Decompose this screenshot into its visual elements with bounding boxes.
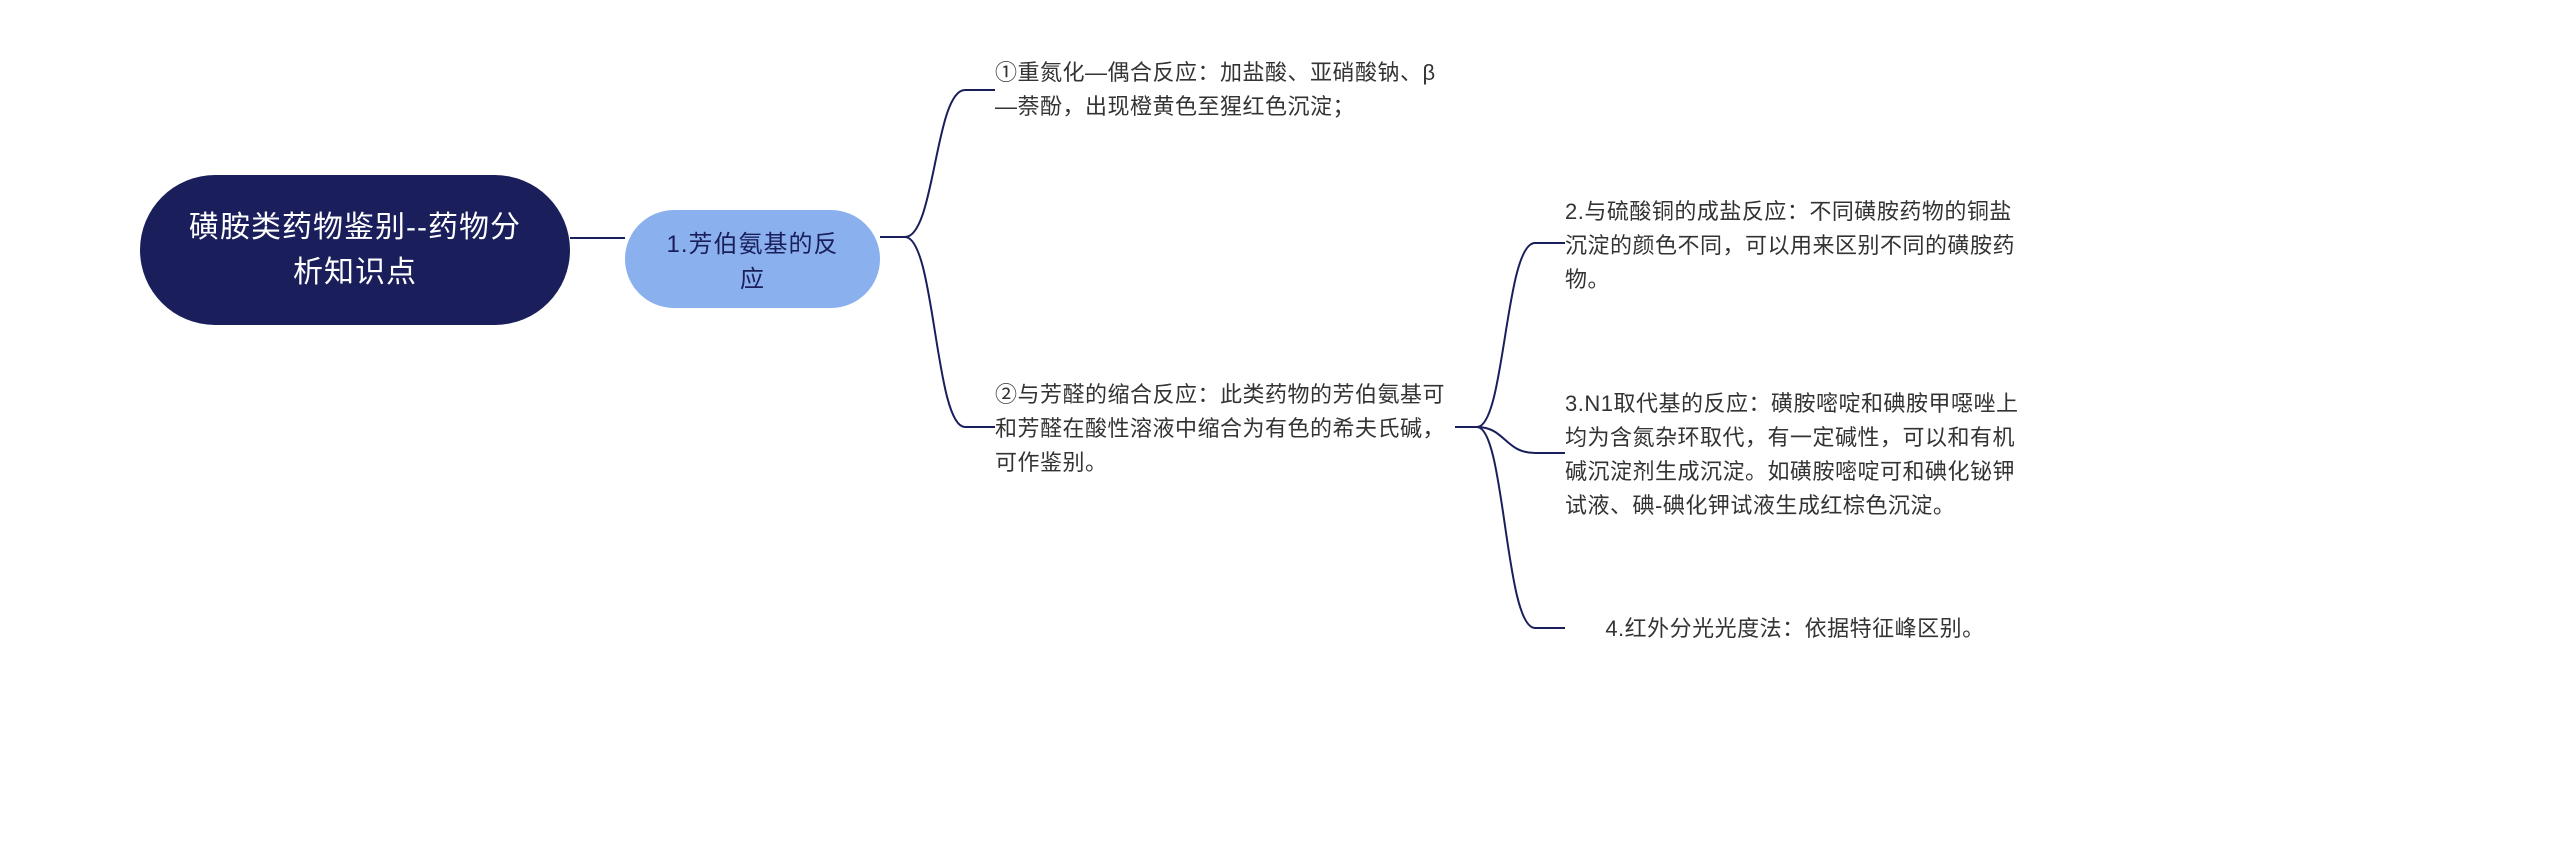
leaf-a-0: ①重氮化—偶合反应：加盐酸、亚硝酸钠、β—萘酚，出现橙黄色至猩红色沉淀； <box>995 55 1455 125</box>
leaf-b-2: 4.红外分光光度法：依据特征峰区别。 <box>1565 612 2025 647</box>
level1-node: 1.芳伯氨基的反应 <box>625 210 880 308</box>
connector-groupA2-groupB <box>1455 230 1565 640</box>
connector-l1-groupA <box>880 80 995 440</box>
leaf-b-0: 2.与硫酸铜的成盐反应：不同磺胺药物的铜盐沉淀的颜色不同，可以用来区别不同的磺胺… <box>1565 195 2025 297</box>
mindmap-canvas: 磺胺类药物鉴别--药物分析知识点 1.芳伯氨基的反应 ①重氮化—偶合反应：加盐酸… <box>0 0 2560 854</box>
connector-root-l1 <box>570 237 625 239</box>
leaf-b-1: 3.N1取代基的反应：磺胺嘧啶和碘胺甲噁唑上均为含氮杂环取代，有一定碱性，可以和… <box>1565 385 2025 525</box>
leaf-a-1: ②与芳醛的缩合反应：此类药物的芳伯氨基可和芳醛在酸性溶液中缩合为有色的希夫氏碱，… <box>995 378 1455 480</box>
root-node: 磺胺类药物鉴别--药物分析知识点 <box>140 175 570 325</box>
